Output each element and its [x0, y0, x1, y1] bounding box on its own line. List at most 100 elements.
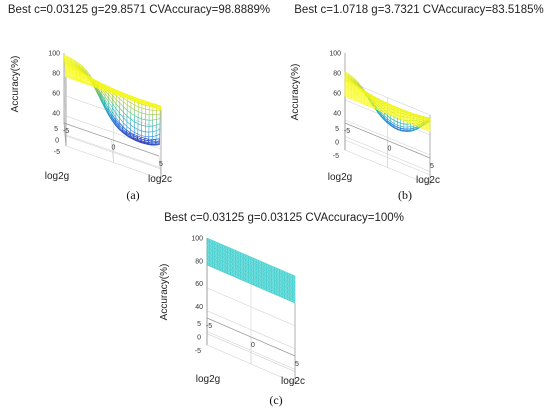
surface-line — [98, 87, 103, 90]
surface-line — [113, 89, 117, 92]
surface-line — [212, 256, 215, 259]
surface-line — [261, 265, 265, 268]
surface-line — [371, 106, 375, 109]
surface-line — [217, 243, 221, 245]
surface-line — [240, 262, 244, 265]
surface-line — [240, 255, 244, 258]
surface-line — [156, 128, 160, 132]
surface-line — [76, 71, 80, 74]
surface-line — [75, 65, 80, 69]
surface-line — [393, 127, 398, 130]
surface-line — [269, 264, 272, 267]
surface-line — [248, 269, 252, 271]
surface-line — [209, 239, 213, 242]
surface-line — [384, 111, 388, 114]
surface-line — [289, 283, 293, 286]
surface-line — [344, 88, 349, 91]
surface-line — [153, 107, 158, 110]
surface-line — [98, 81, 102, 84]
surface-line — [380, 101, 385, 104]
surface-line — [209, 249, 213, 251]
surface-line — [393, 123, 398, 126]
chart-b-title: Best c=1.0718 g=3.7321 CVAccuracy=83.518… — [294, 4, 543, 16]
surface-line — [248, 261, 252, 264]
surface-line — [225, 250, 228, 252]
surface-line — [75, 66, 80, 70]
surface-line — [225, 255, 228, 257]
surface-line — [281, 288, 285, 291]
surface-line — [225, 245, 228, 248]
surface-line — [253, 272, 257, 275]
surface-line — [206, 259, 210, 262]
surface-line — [393, 113, 398, 116]
surface-line — [287, 290, 290, 293]
surface-line — [243, 257, 246, 259]
surface-line — [380, 102, 385, 105]
surface-line — [258, 267, 262, 269]
surface-line — [222, 267, 226, 270]
surface-line — [410, 116, 414, 118]
surface-line — [281, 276, 285, 279]
surface-line — [284, 279, 288, 281]
surface-line — [253, 276, 257, 278]
surface-line — [287, 292, 290, 294]
surface-line — [271, 279, 275, 281]
surface-line — [217, 259, 221, 262]
surface-line — [250, 268, 254, 271]
surface-line — [284, 290, 288, 292]
surface-line — [111, 119, 116, 125]
surface-line — [374, 98, 378, 101]
surface-line — [271, 265, 275, 268]
surface-line — [253, 268, 257, 271]
surface-line — [400, 116, 404, 118]
surface-line — [145, 105, 150, 107]
surface-line — [98, 85, 103, 88]
surface-line — [357, 97, 362, 100]
surface-line — [250, 277, 254, 280]
y-tick-label: 5 — [54, 126, 58, 133]
surface-line — [390, 108, 395, 111]
surface-line — [276, 271, 280, 273]
surface-line — [206, 251, 210, 253]
surface-line — [348, 80, 352, 83]
surface-line — [243, 266, 246, 269]
surface-line — [276, 277, 280, 280]
surface-line — [256, 276, 259, 279]
surface-line — [256, 278, 259, 280]
surface-line — [271, 279, 275, 282]
surface-line — [274, 278, 277, 281]
surface-line — [266, 266, 270, 269]
surface-line — [245, 260, 249, 263]
gridline-y — [206, 344, 296, 384]
surface-line — [361, 96, 365, 99]
surface-line — [87, 81, 92, 84]
surface-line — [400, 119, 404, 122]
surface-line — [109, 87, 114, 90]
surface-line — [279, 280, 283, 283]
surface-line — [292, 283, 296, 285]
surface-line — [133, 138, 138, 142]
surface-line — [214, 249, 218, 252]
surface-line — [416, 118, 421, 121]
surface-line — [387, 111, 391, 114]
surface-line — [212, 242, 215, 244]
surface-line — [287, 273, 290, 276]
surface-line — [248, 258, 252, 261]
surface-line — [243, 255, 246, 258]
surface-line — [397, 110, 401, 113]
surface-line — [258, 264, 262, 267]
surface-line — [230, 258, 233, 261]
surface-line — [393, 110, 398, 113]
surface-line — [397, 109, 401, 112]
surface-line — [387, 108, 391, 111]
surface-line — [209, 242, 213, 244]
surface-line — [397, 107, 401, 110]
surface-line — [426, 119, 431, 122]
surface-line — [269, 275, 272, 278]
surface-line — [127, 95, 132, 98]
surface-line — [98, 84, 103, 86]
surface-line — [361, 99, 365, 102]
surface-line — [393, 107, 398, 110]
surface-mesh — [63, 54, 162, 146]
